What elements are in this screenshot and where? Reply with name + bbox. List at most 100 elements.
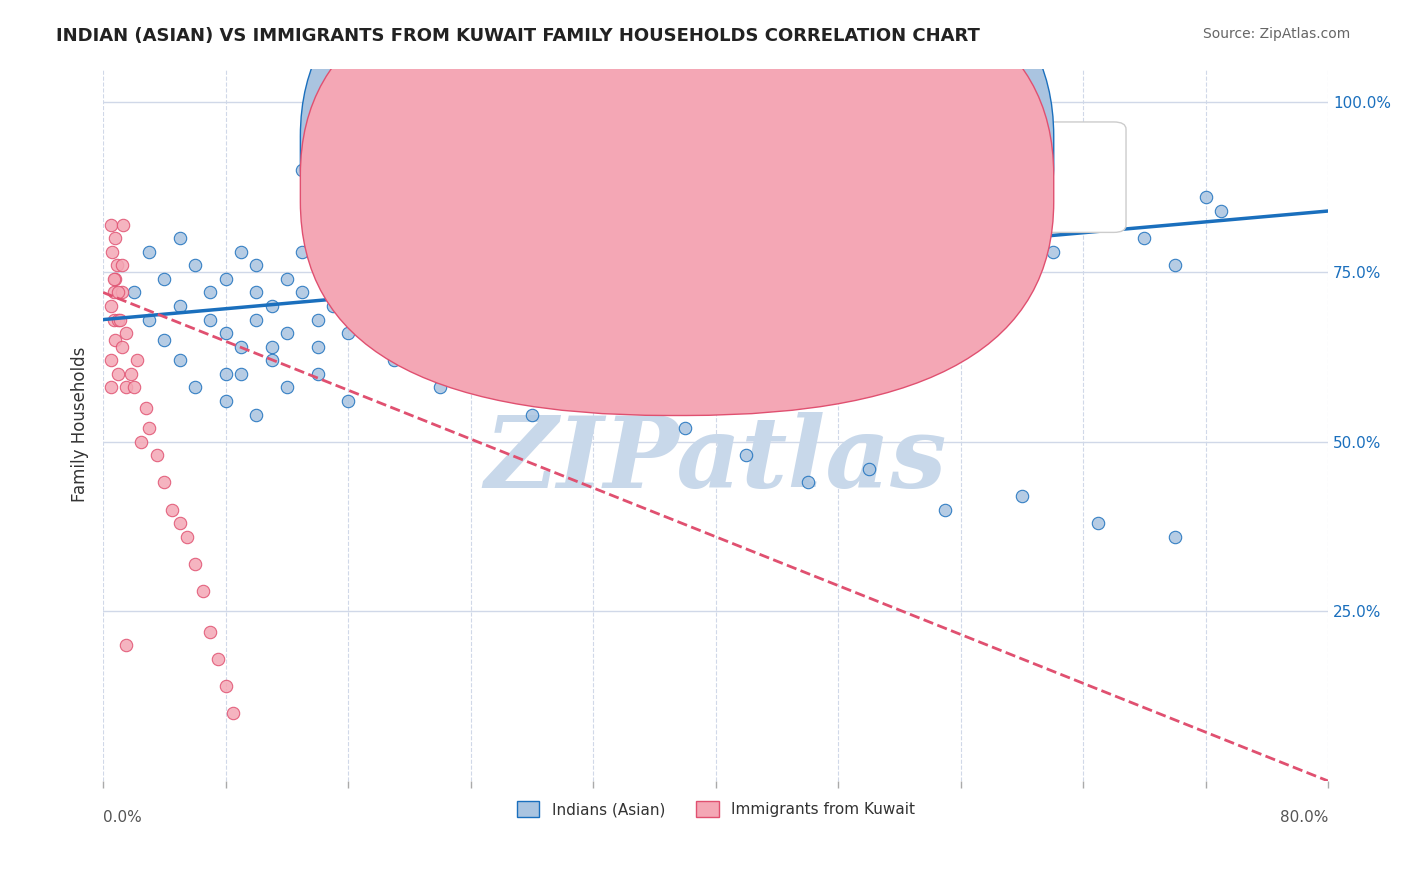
Point xyxy=(796,272,818,286)
Point xyxy=(475,272,498,286)
Point xyxy=(536,258,558,272)
Point xyxy=(1194,190,1216,204)
Point xyxy=(382,299,405,313)
Point xyxy=(145,448,167,462)
Point xyxy=(520,408,543,422)
Point xyxy=(628,380,651,394)
Point xyxy=(260,299,283,313)
Point xyxy=(337,394,360,409)
Point xyxy=(413,285,436,300)
Point xyxy=(214,367,236,381)
FancyBboxPatch shape xyxy=(648,122,1126,233)
Point xyxy=(1011,489,1033,503)
Point xyxy=(505,299,527,313)
Text: 0.0%: 0.0% xyxy=(103,810,142,824)
Point xyxy=(200,312,222,326)
Point xyxy=(105,258,128,272)
Point xyxy=(176,530,198,544)
Point xyxy=(122,380,145,394)
Point xyxy=(444,272,467,286)
Text: ZIPatlas: ZIPatlas xyxy=(485,412,946,508)
Point xyxy=(100,218,122,232)
Point xyxy=(551,244,574,259)
Point xyxy=(1011,231,1033,245)
Point xyxy=(200,285,222,300)
Point xyxy=(160,502,183,516)
Point xyxy=(115,326,138,340)
Point xyxy=(475,312,498,326)
Legend: Indians (Asian), Immigrants from Kuwait: Indians (Asian), Immigrants from Kuwait xyxy=(510,795,921,823)
Point xyxy=(567,299,589,313)
Point xyxy=(107,312,129,326)
Point xyxy=(567,394,589,409)
Point xyxy=(613,285,636,300)
Point xyxy=(138,421,160,435)
Point xyxy=(382,353,405,368)
Point xyxy=(153,272,176,286)
Point xyxy=(780,299,803,313)
Point xyxy=(200,624,222,639)
Point xyxy=(115,380,138,394)
Point xyxy=(110,258,132,272)
Point xyxy=(307,312,329,326)
Point xyxy=(429,258,451,272)
Point xyxy=(811,258,834,272)
Point xyxy=(766,258,789,272)
Point xyxy=(889,272,911,286)
Point xyxy=(337,272,360,286)
Point xyxy=(307,340,329,354)
Point xyxy=(858,231,880,245)
Point xyxy=(100,353,122,368)
Point xyxy=(918,258,941,272)
Point xyxy=(520,285,543,300)
Point xyxy=(551,285,574,300)
Point xyxy=(169,353,191,368)
Point xyxy=(352,285,374,300)
Point xyxy=(138,244,160,259)
Point xyxy=(153,333,176,347)
Text: R = -0.108   N = 40: R = -0.108 N = 40 xyxy=(695,179,872,197)
Point xyxy=(673,244,696,259)
Point xyxy=(1164,530,1187,544)
Point xyxy=(413,312,436,326)
Point xyxy=(735,285,758,300)
Point xyxy=(751,272,773,286)
Point xyxy=(103,272,125,286)
Point xyxy=(110,340,132,354)
Point xyxy=(796,475,818,490)
Point xyxy=(429,380,451,394)
Point xyxy=(658,258,681,272)
Point xyxy=(245,258,267,272)
Point xyxy=(291,285,314,300)
Point xyxy=(643,272,665,286)
Point xyxy=(628,312,651,326)
Point xyxy=(429,299,451,313)
Point xyxy=(245,312,267,326)
Point xyxy=(138,312,160,326)
Point xyxy=(827,244,849,259)
Point xyxy=(520,299,543,313)
Point xyxy=(135,401,157,415)
Point xyxy=(207,652,229,666)
Point xyxy=(491,258,513,272)
Point xyxy=(766,244,789,259)
Point xyxy=(322,299,344,313)
Point xyxy=(191,584,214,599)
Point xyxy=(307,367,329,381)
Point xyxy=(260,353,283,368)
Point xyxy=(444,258,467,272)
Point xyxy=(108,312,131,326)
Point xyxy=(245,285,267,300)
Text: INDIAN (ASIAN) VS IMMIGRANTS FROM KUWAIT FAMILY HOUSEHOLDS CORRELATION CHART: INDIAN (ASIAN) VS IMMIGRANTS FROM KUWAIT… xyxy=(56,27,980,45)
Point xyxy=(398,272,420,286)
Point xyxy=(337,326,360,340)
Point xyxy=(673,421,696,435)
Point xyxy=(322,258,344,272)
Point xyxy=(1133,231,1156,245)
Text: Source: ZipAtlas.com: Source: ZipAtlas.com xyxy=(1202,27,1350,41)
Point xyxy=(125,353,148,368)
Point xyxy=(949,244,972,259)
Point xyxy=(229,340,252,354)
Point xyxy=(169,299,191,313)
Point xyxy=(934,502,956,516)
